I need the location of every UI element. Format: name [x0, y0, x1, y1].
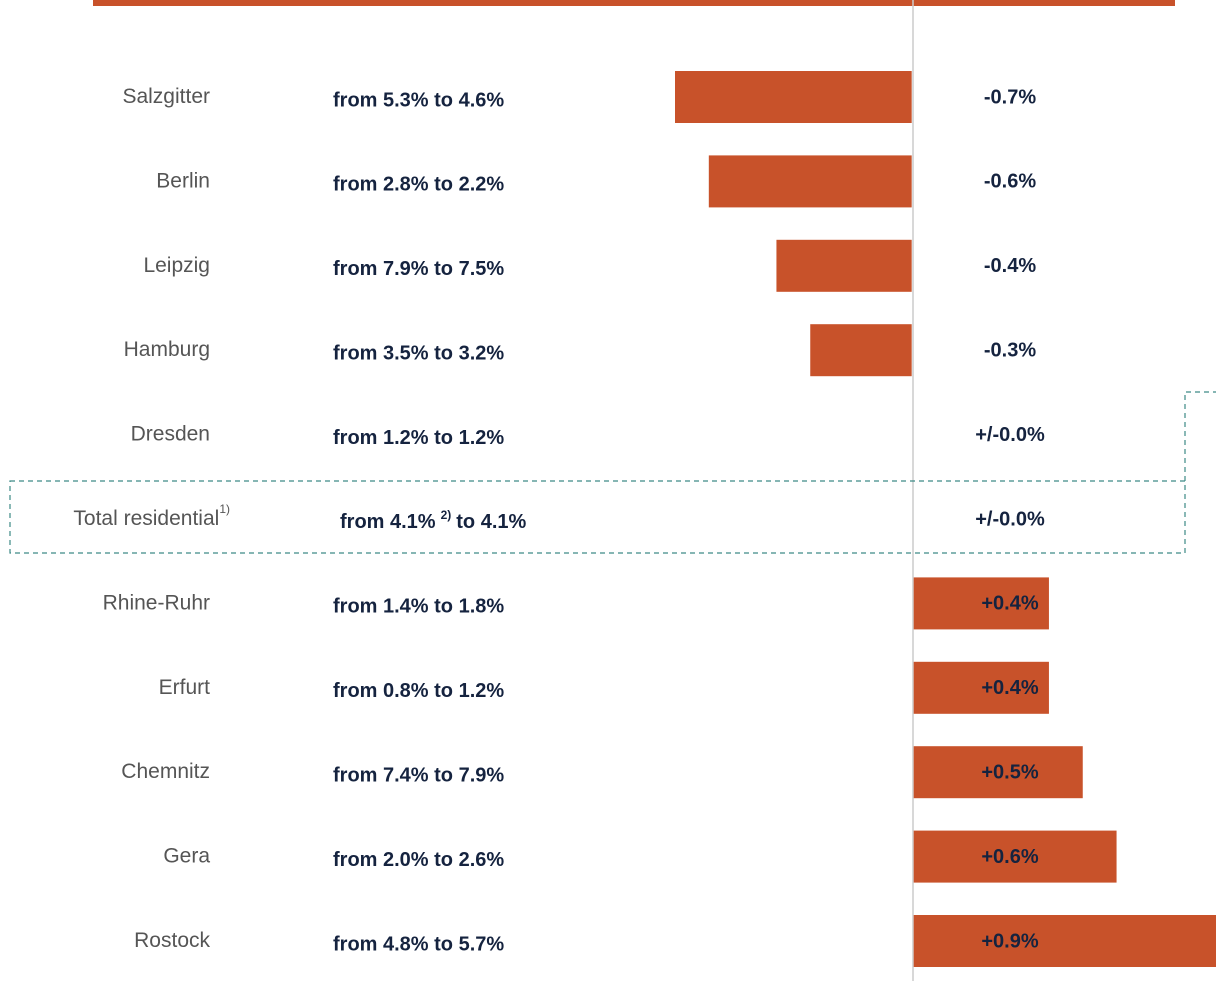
category-name: Berlin: [156, 169, 210, 192]
category-label: Dresden: [131, 422, 210, 445]
value-label: +0.5%: [981, 761, 1038, 783]
value-label: +0.9%: [981, 930, 1038, 952]
range-label: from 5.3% to 4.6%: [333, 89, 504, 111]
range-label: from 1.2% to 1.2%: [333, 427, 504, 449]
category-label: Erfurt: [159, 675, 211, 698]
highlight-box: [9, 480, 1186, 554]
category-label: Total residential1): [73, 502, 230, 529]
category-label: Gera: [163, 844, 210, 867]
category-label: Chemnitz: [121, 760, 210, 783]
category-name: Gera: [163, 844, 210, 867]
category-label: Rhine-Ruhr: [103, 591, 210, 614]
category-name: Dresden: [131, 422, 210, 445]
range-to: to 4.1%: [456, 511, 526, 533]
bar: [675, 71, 912, 123]
category-label: Hamburg: [124, 338, 210, 361]
value-label: +/-0.0%: [975, 508, 1045, 530]
range-label: from 3.5% to 3.2%: [333, 342, 504, 364]
category-name: Erfurt: [159, 675, 211, 698]
category-name: Total residential: [73, 507, 219, 530]
value-label: -0.6%: [984, 171, 1036, 193]
range-label: from 0.8% to 1.2%: [333, 680, 504, 702]
bar: [913, 746, 1083, 799]
bar: [913, 577, 1049, 630]
bar: [776, 239, 912, 292]
category-label: Salzgitter: [122, 85, 210, 108]
value-label: +0.4%: [981, 677, 1038, 699]
range-label: from 7.4% to 7.9%: [333, 764, 504, 786]
category-name: Hamburg: [124, 338, 210, 361]
range-label: from 2.0% to 2.6%: [333, 849, 504, 871]
value-label: -0.4%: [984, 255, 1036, 277]
category-label: Leipzig: [143, 253, 210, 276]
value-label: +0.4%: [981, 593, 1038, 615]
bar: [810, 324, 912, 377]
bar: [913, 661, 1049, 714]
bar: [913, 830, 1117, 883]
value-label: +/-0.0%: [975, 424, 1045, 446]
category-name: Rhine-Ruhr: [103, 591, 210, 614]
bar: [913, 915, 1216, 967]
category-name: Chemnitz: [121, 760, 210, 783]
range-label: from 4.1% 2) to 4.1%: [340, 508, 527, 533]
bar: [708, 155, 912, 208]
range-from: from 4.1%: [340, 511, 436, 533]
category-label: Berlin: [156, 169, 210, 192]
category-name: Leipzig: [143, 253, 210, 276]
value-label: -0.7%: [984, 86, 1036, 108]
footnote-mark: 2): [441, 508, 452, 522]
category-name: Salzgitter: [122, 85, 210, 108]
category-label: Rostock: [134, 929, 210, 952]
header-bar: [93, 0, 1175, 6]
range-label: from 1.4% to 1.8%: [333, 596, 504, 618]
value-label: -0.3%: [984, 339, 1036, 361]
callout-line: [1184, 391, 1216, 481]
category-name: Rostock: [134, 929, 210, 952]
value-label: +0.6%: [981, 846, 1038, 868]
range-label: from 2.8% to 2.2%: [333, 174, 504, 196]
footnote-mark: 1): [219, 502, 230, 516]
range-label: from 7.9% to 7.5%: [333, 258, 504, 280]
range-label: from 4.8% to 5.7%: [333, 933, 504, 955]
